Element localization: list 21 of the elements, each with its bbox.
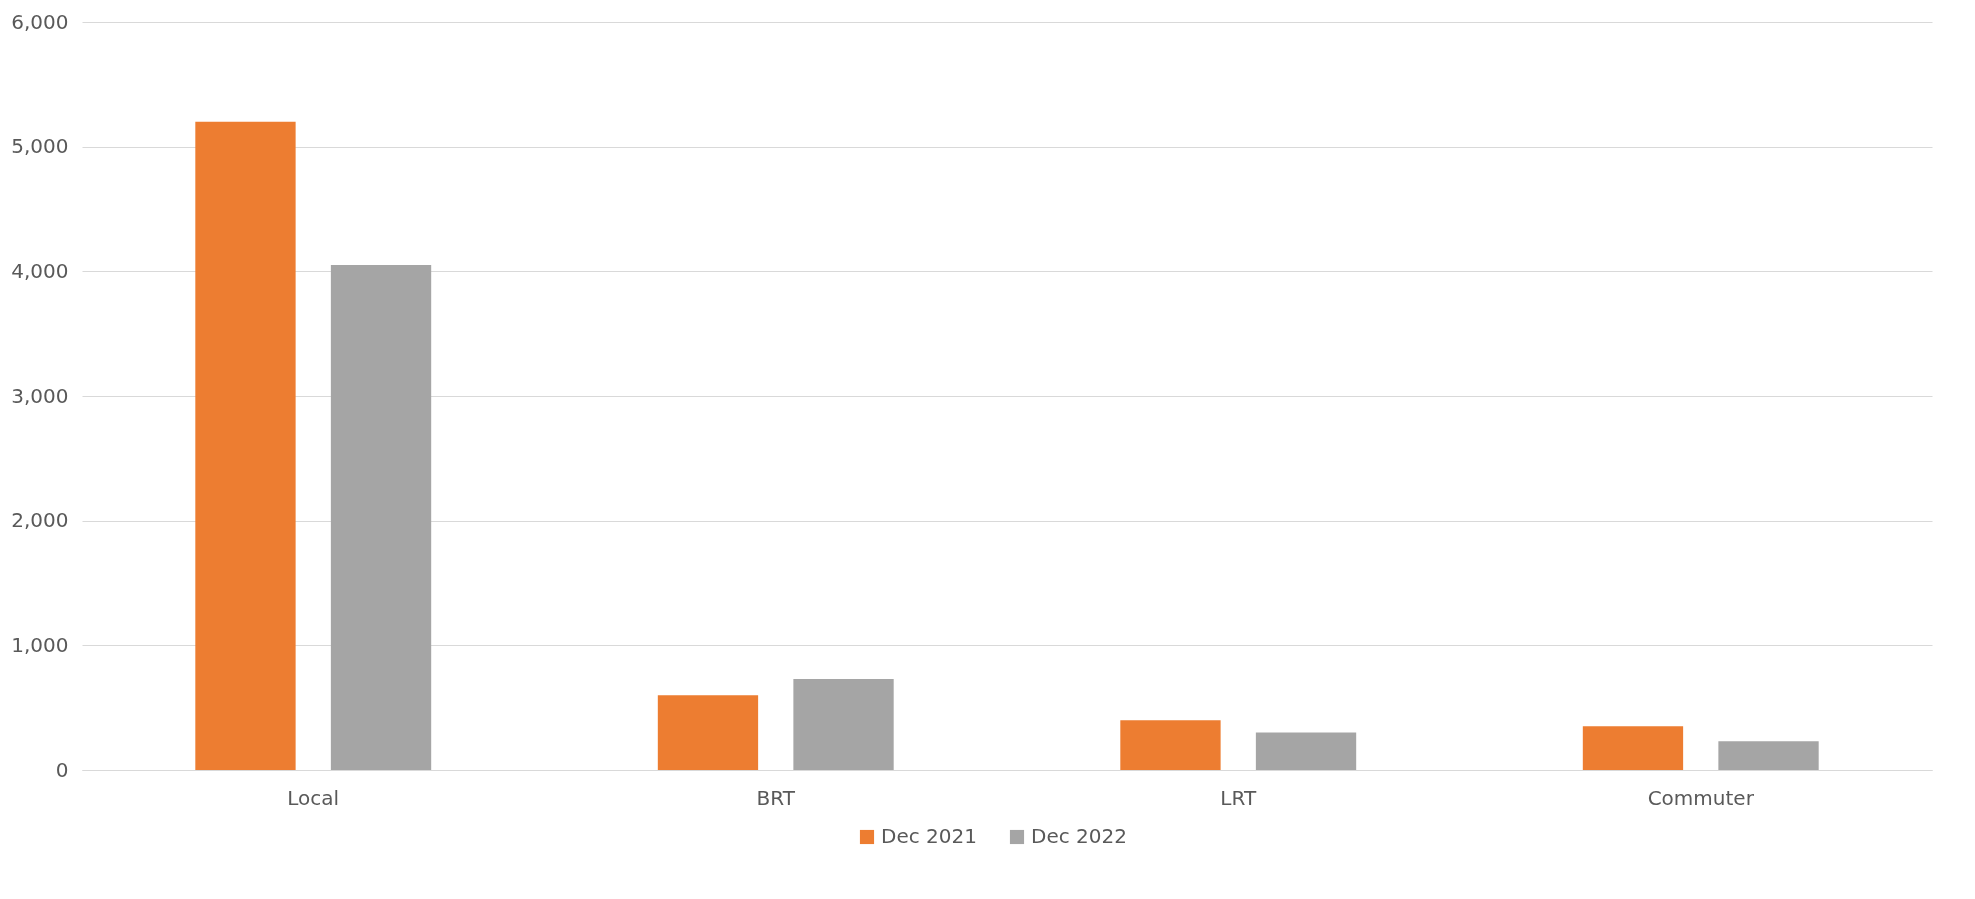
x-tick-label: BRT	[756, 785, 796, 810]
bar	[1120, 720, 1221, 770]
x-tick-label: LRT	[1220, 785, 1257, 810]
y-tick-label: 3,000	[11, 383, 69, 408]
bar	[657, 695, 759, 770]
bar	[793, 678, 894, 770]
bar	[195, 121, 296, 770]
bar	[1582, 726, 1684, 770]
y-tick-label: 6,000	[11, 9, 69, 34]
y-tick-label: 5,000	[11, 134, 69, 159]
bar	[330, 265, 432, 770]
y-tick-label: 2,000	[11, 508, 69, 533]
bar	[1255, 732, 1357, 770]
legend-label: Dec 2022	[1031, 824, 1127, 848]
legend-label: Dec 2021	[881, 824, 977, 848]
x-tick-label: Local	[287, 785, 340, 810]
bar	[1718, 741, 1819, 770]
y-tick-label: 1,000	[11, 632, 69, 657]
x-tick-label: Commuter	[1647, 785, 1755, 810]
y-tick-label: 0	[55, 757, 69, 782]
y-tick-label: 4,000	[11, 258, 69, 283]
